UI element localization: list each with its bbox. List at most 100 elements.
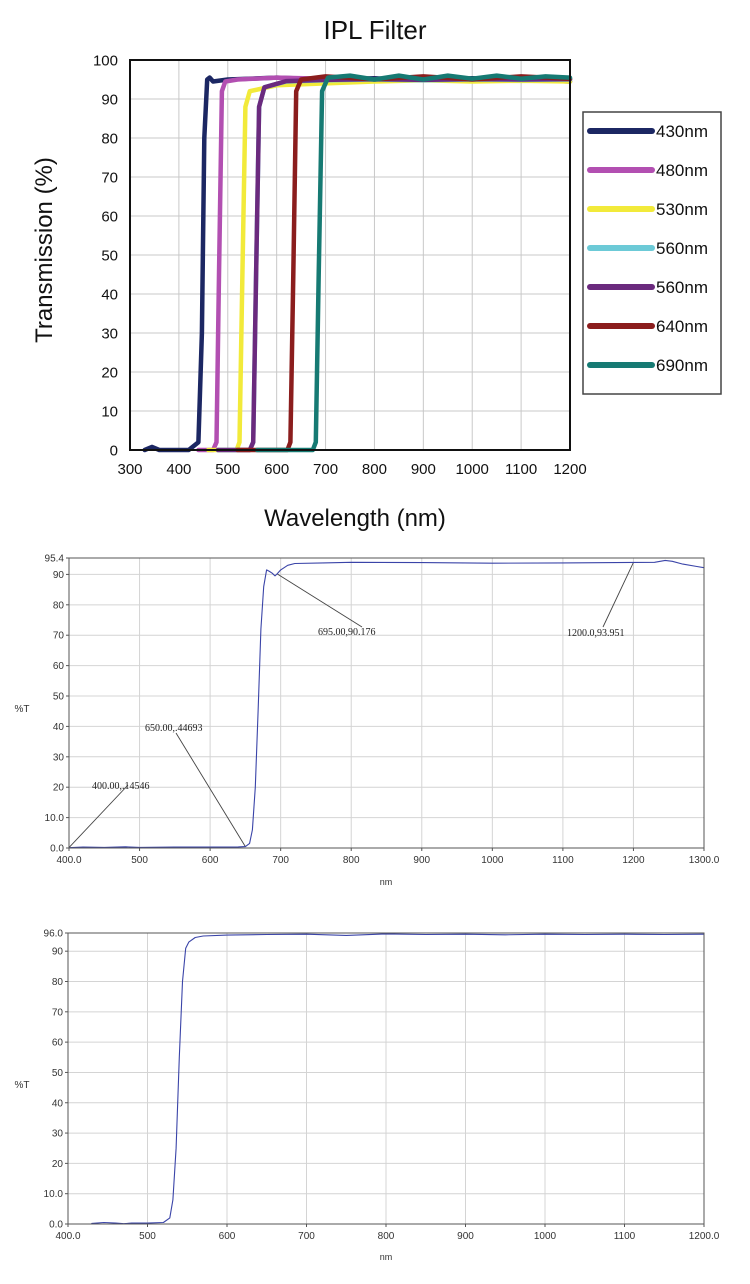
chart3-y-tick-label: 96.0	[44, 929, 64, 940]
chart3-y-tick-label: 90	[52, 947, 64, 958]
chart1-x-tick-label: 800	[362, 461, 387, 478]
chart3-x-tick-label: 500	[139, 1231, 156, 1242]
chart2-y-tick-label: 90	[53, 570, 65, 581]
chart3-x-tick-labels: 400.0 500 600 700 800 900 1000 1100 1200.0	[55, 1231, 719, 1242]
chart2-x-tick-label: 700	[272, 855, 289, 866]
chart3-y-tick-label: 60	[52, 1038, 64, 1049]
chart2-y-tick-label: 10.0	[45, 813, 65, 824]
chart3-x-tick-label: 1000	[534, 1231, 557, 1242]
chart2-x-tick-label: 1000	[481, 855, 504, 866]
chart2-annotation-leader-1	[175, 732, 246, 847]
chart1-x-tick-label: 700	[313, 461, 338, 478]
chart1-x-tick-label: 1000	[456, 461, 489, 478]
chart1-legend-label-4: 560nm	[656, 278, 708, 297]
chart3-x-tick-label: 1200.0	[689, 1231, 720, 1242]
chart1-legend-label-1: 480nm	[656, 161, 708, 180]
chart1-legend-label-5: 640nm	[656, 317, 708, 336]
chart1-y-tick-label: 50	[101, 247, 118, 264]
chart3-x-tick-label: 800	[378, 1231, 395, 1242]
chart3-ylabel: %T	[15, 1080, 30, 1091]
chart1-y-tick-label: 30	[101, 325, 118, 342]
chart2-y-tick-label: 70	[53, 631, 65, 642]
chart1-y-tick-labels: 0 10 20 30 40 50 60 70 80 90 100	[93, 52, 118, 459]
chart2-annotation-leader-3	[602, 562, 634, 628]
chart3-grid	[65, 932, 705, 1227]
chart1-legend: 430nm 480nm 530nm 560nm 560nm 640nm 690nm	[582, 111, 722, 395]
chart2-x-tick-label: 1200	[622, 855, 645, 866]
chart3-y-tick-label: 30	[52, 1129, 64, 1140]
chart2-series-group	[68, 559, 705, 849]
chart1-y-tick-label: 10	[101, 403, 118, 420]
chart1-ylabel: Transmission (%)	[31, 157, 58, 343]
chart3-x-tick-label: 600	[219, 1231, 236, 1242]
chart1-plot-frame	[129, 59, 571, 451]
chart1-legend-label-2: 530nm	[656, 200, 708, 219]
chart1-y-tick-label: 100	[93, 52, 118, 69]
chart1-legend-label-0: 430nm	[656, 122, 708, 141]
chart1-x-tick-labels: 300 400 500 600 700 800 900 1000 1100 1200	[117, 461, 586, 478]
chart3-y-tick-label: 0.0	[49, 1220, 63, 1231]
chart2-xlabel: nm	[380, 877, 393, 887]
chart3-series-line-0	[91, 933, 705, 1225]
chart3-series-group	[91, 933, 705, 1225]
chart2-x-tick-label: 900	[413, 855, 430, 866]
chart3-y-tick-label: 50	[52, 1068, 64, 1079]
chart3-xlabel: nm	[380, 1252, 393, 1262]
transmission-chart-2: 0.0 10.0 20 30 40 50 60 70 80 90 95.4 400.0 500 600 7…	[15, 554, 720, 888]
chart1-x-tick-label: 300	[117, 461, 142, 478]
chart3-y-tick-labels: 0.0 10.0 20 30 40 50 60 70 80 90 96.0	[44, 929, 64, 1231]
chart2-y-tick-label: 50	[53, 692, 65, 703]
chart1-x-tick-label: 400	[166, 461, 191, 478]
chart3-x-tick-label: 400.0	[55, 1231, 80, 1242]
chart2-y-tick-label: 20	[53, 783, 65, 794]
chart2-x-tick-label: 800	[343, 855, 360, 866]
chart2-y-tick-labels: 0.0 10.0 20 30 40 50 60 70 80 90 95.4	[45, 554, 65, 855]
chart1-y-tick-label: 60	[101, 208, 118, 225]
chart2-y-tick-label: 0.0	[50, 844, 64, 855]
chart2-x-tick-label: 500	[131, 855, 148, 866]
chart2-y-tick-label: 80	[53, 600, 65, 611]
transmission-chart-3: 0.0 10.0 20 30 40 50 60 70 80 90 96.0 400.0 500 600 7…	[15, 929, 720, 1263]
chart2-annotation-label-0: 400.00,.14546	[92, 781, 150, 792]
chart1-title: IPL Filter	[323, 15, 426, 45]
chart3-x-tick-label: 900	[457, 1231, 474, 1242]
chart3-y-tick-label: 40	[52, 1098, 64, 1109]
chart1-legend-label-3: 560nm	[656, 239, 708, 258]
chart1-legend-label-6: 690nm	[656, 356, 708, 375]
chart3-plot-frame	[67, 932, 705, 1225]
chart2-y-tick-label: 95.4	[45, 554, 65, 565]
chart1-legend-box	[582, 111, 722, 395]
chart2-series-line-0	[68, 559, 705, 849]
chart1-y-tick-label: 20	[101, 364, 118, 381]
chart3-x-tick-label: 1100	[614, 1231, 636, 1242]
chart1-xlabel: Wavelength (nm)	[264, 505, 446, 532]
chart3-x-tick-label: 700	[298, 1231, 315, 1242]
chart3-y-tick-label: 20	[52, 1159, 64, 1170]
chart1-y-tick-label: 80	[101, 130, 118, 147]
ipl-filter-chart: IPL Filter Transmission (%) Wavelength (…	[31, 15, 722, 532]
chart1-series-line-6	[254, 73, 573, 453]
chart2-x-tick-label: 400.0	[56, 855, 81, 866]
chart1-y-tick-label: 70	[101, 169, 118, 186]
chart2-ylabel: %T	[15, 704, 30, 715]
chart1-x-tick-label: 900	[411, 461, 436, 478]
chart3-y-tick-label: 10.0	[44, 1189, 64, 1200]
chart3-y-tick-label: 70	[52, 1007, 64, 1018]
chart2-annotation-leader-2	[276, 573, 363, 628]
chart2-annotation-label-1: 650.00,.44693	[145, 723, 203, 734]
chart1-x-tick-label: 1100	[505, 461, 537, 478]
chart2-annotation-leaders	[68, 562, 634, 848]
chart2-x-tick-label: 1300.0	[689, 855, 720, 866]
chart2-x-tick-label: 600	[202, 855, 219, 866]
chart2-y-tick-label: 30	[53, 752, 65, 763]
chart2-annotation-label-3: 1200.0,93.951	[567, 628, 625, 639]
chart1-y-tick-label: 90	[101, 91, 118, 108]
chart2-plot-frame	[68, 557, 705, 849]
chart3-y-tick-label: 80	[52, 977, 64, 988]
chart1-y-tick-label: 0	[110, 442, 118, 459]
chart1-series-group	[142, 73, 573, 453]
chart1-x-tick-label: 1200	[553, 461, 586, 478]
chart1-x-tick-label: 500	[215, 461, 240, 478]
chart1-x-tick-label: 600	[264, 461, 289, 478]
